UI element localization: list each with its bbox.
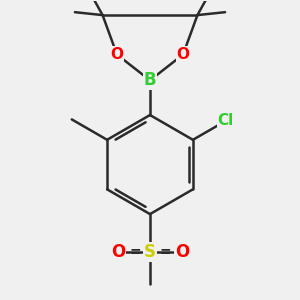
Text: Cl: Cl	[218, 113, 234, 128]
Text: O: O	[111, 243, 125, 261]
Text: B: B	[144, 71, 156, 89]
Text: O: O	[110, 47, 123, 62]
Text: S: S	[144, 243, 156, 261]
Text: O: O	[175, 243, 189, 261]
Text: =: =	[129, 245, 141, 259]
Text: =: =	[159, 245, 171, 259]
Text: O: O	[177, 47, 190, 62]
